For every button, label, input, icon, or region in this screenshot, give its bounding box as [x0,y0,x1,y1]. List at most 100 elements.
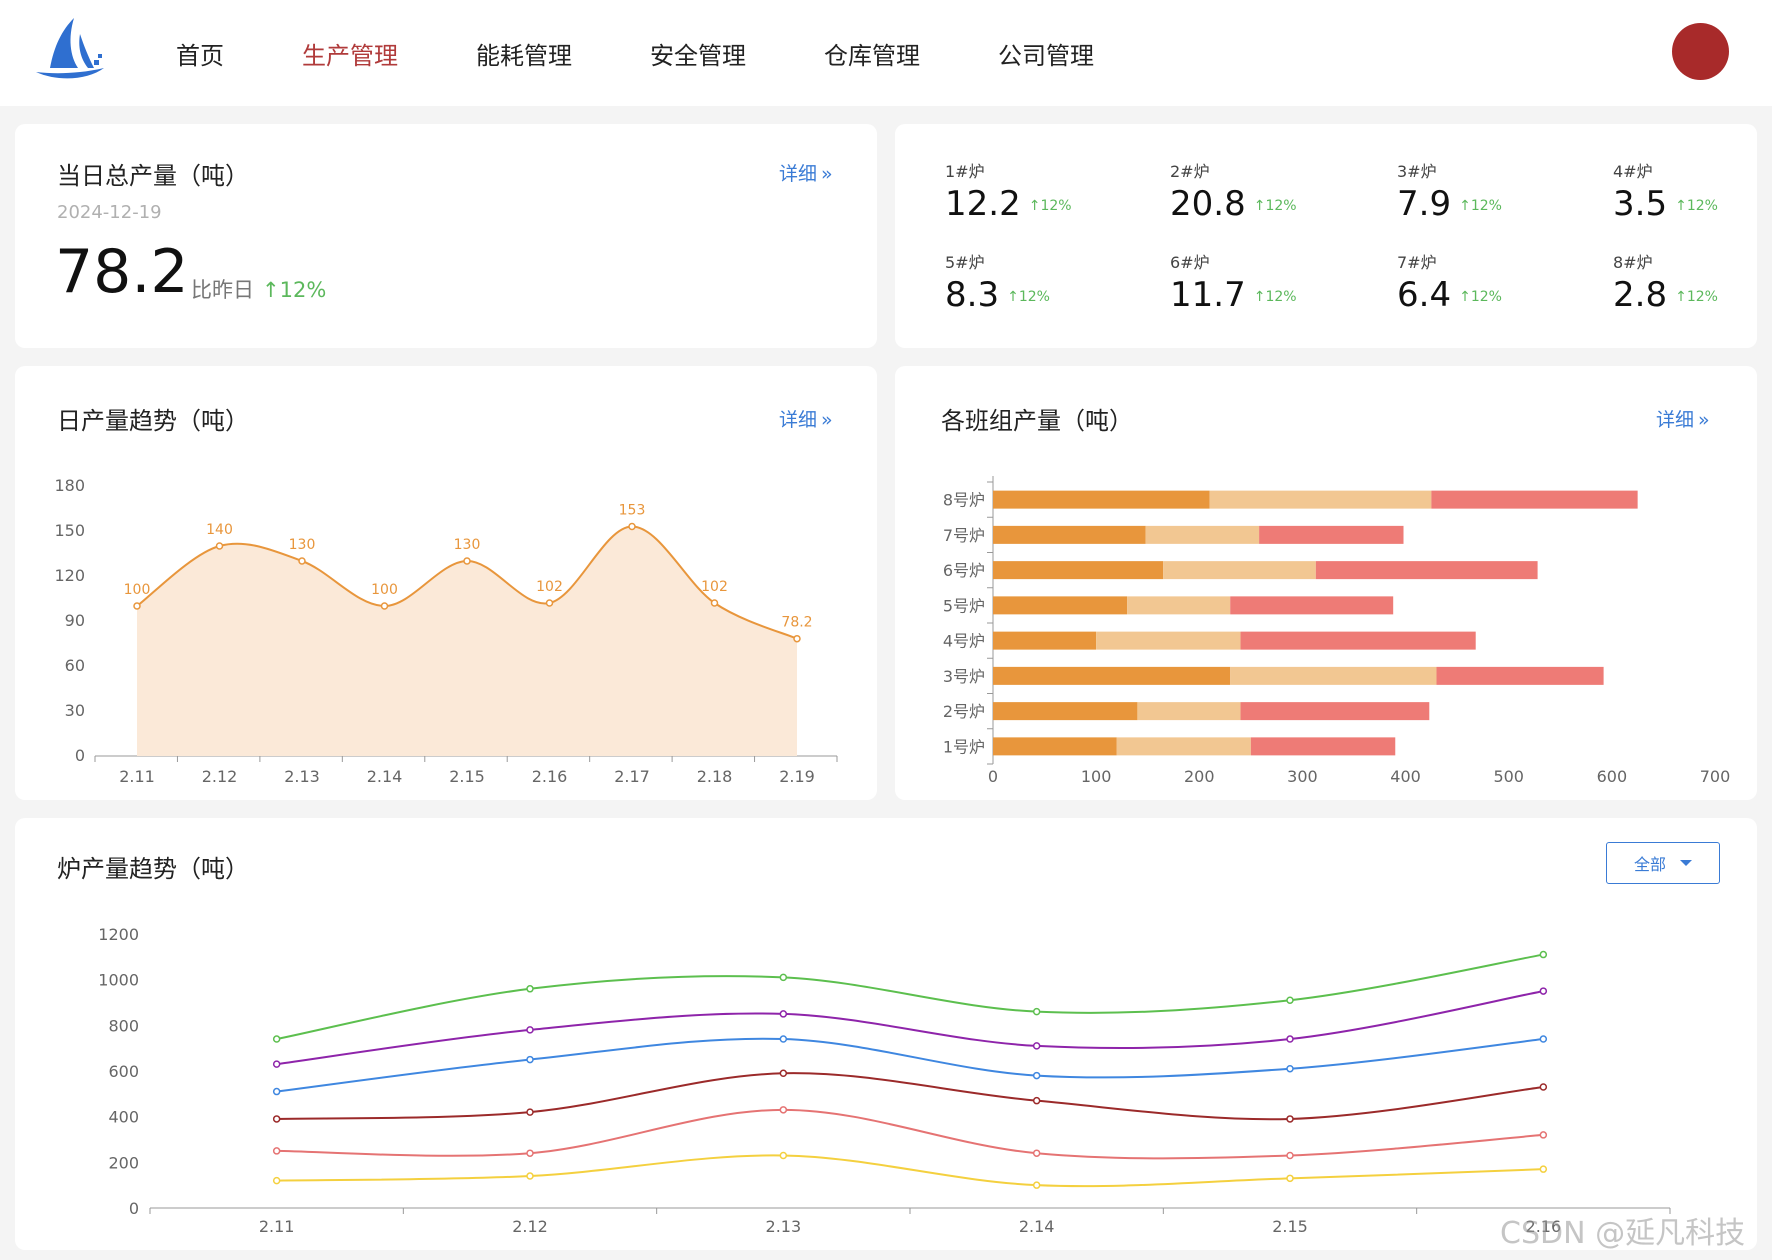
nav-item[interactable]: 仓库管理 [824,41,920,70]
data-point[interactable] [1539,950,1548,959]
logo-icon[interactable] [34,16,106,84]
data-point[interactable] [526,1055,534,1064]
data-point[interactable] [1032,1181,1041,1189]
data-point[interactable] [1032,1149,1041,1157]
data-point[interactable] [380,602,389,610]
data-point[interactable] [779,1106,788,1114]
data-point[interactable] [1286,1174,1294,1183]
bar-segment[interactable] [993,737,1117,756]
data-point[interactable] [779,973,788,982]
bar-segment[interactable] [1145,525,1260,544]
filter-label: 全部 [1633,855,1666,874]
bar-segment[interactable] [993,702,1138,721]
x-tick-label: 2.12 [202,767,238,786]
data-point[interactable] [526,1026,534,1034]
data-point[interactable] [272,1147,281,1155]
data-point[interactable] [526,985,534,993]
data-point[interactable] [545,599,554,607]
data-point[interactable] [1539,1165,1548,1173]
avatar[interactable] [1672,23,1729,80]
bar-segment[interactable] [1230,666,1437,685]
bar-segment[interactable] [1315,561,1538,580]
card-title: 各班组产量（吨） [941,407,1133,435]
bar-segment[interactable] [993,666,1231,685]
bar-segment[interactable] [1209,490,1432,509]
nav-item[interactable]: 首页 [176,41,224,70]
x-tick-label: 500 [1493,767,1524,786]
data-point[interactable] [1286,1151,1294,1160]
data-point[interactable] [1032,1042,1041,1050]
nav-item[interactable]: 生产管理 [302,41,398,70]
data-point[interactable] [793,634,801,643]
data-point[interactable] [1286,996,1294,1004]
data-point[interactable] [1539,1131,1548,1139]
data-point[interactable] [133,602,141,610]
detail-link[interactable]: 详细» [779,405,833,432]
data-point[interactable] [1032,1071,1041,1080]
furnace-stat: 8#炉 2.8 ↑12% [1613,249,1772,315]
filter-dropdown[interactable]: 全部 [1606,842,1720,884]
data-point[interactable] [710,599,719,607]
data-point[interactable] [1539,1035,1548,1043]
data-point[interactable] [779,1010,788,1018]
bar-segment[interactable] [993,525,1146,544]
card-title: 炉产量趋势（吨） [57,855,249,883]
bar-segment[interactable] [1127,596,1231,615]
data-label: 130 [289,537,316,553]
bar-segment[interactable] [1240,702,1430,721]
nav-item[interactable]: 安全管理 [650,41,746,70]
bar-segment[interactable] [1431,490,1638,509]
bar-segment[interactable] [1096,631,1241,650]
data-point[interactable] [628,522,636,531]
data-point[interactable] [272,1176,281,1185]
data-point[interactable] [1032,1007,1041,1016]
data-point[interactable] [272,1115,281,1123]
data-point[interactable] [272,1060,281,1068]
data-point[interactable] [779,1069,788,1078]
bar-segment[interactable] [1116,737,1251,756]
x-tick-label: 2.14 [367,767,403,786]
bar-segment[interactable] [1240,631,1476,650]
detail-link[interactable]: 详细» [1656,405,1710,432]
data-point[interactable] [1539,1083,1548,1091]
nav-item[interactable]: 公司管理 [998,41,1094,70]
bar-segment[interactable] [993,631,1097,650]
double-chevron-right-icon: » [821,409,833,431]
bar-segment[interactable] [993,490,1210,509]
bar-segment[interactable] [1436,666,1604,685]
data-point[interactable] [215,542,224,550]
data-point[interactable] [1286,1115,1294,1123]
bar-segment[interactable] [993,596,1128,615]
data-point[interactable] [1539,987,1548,995]
bar-segment[interactable] [1137,702,1241,721]
furnace-stat: 6#炉 11.7 ↑12% [1170,249,1370,315]
bar-segment[interactable] [993,561,1164,580]
data-point[interactable] [526,1149,534,1157]
data-point[interactable] [298,557,306,565]
x-tick-label: 2.12 [512,1217,548,1236]
data-point[interactable] [463,557,471,565]
furnace-pct: 12% [1470,288,1502,305]
y-tick-label: 5号炉 [943,596,985,615]
arrow-up-icon: ↑ [1675,288,1687,305]
data-point[interactable] [526,1108,534,1116]
bar-segment[interactable] [1259,525,1404,544]
data-point[interactable] [779,1035,788,1043]
x-tick-label: 300 [1287,767,1318,786]
data-point[interactable] [526,1172,534,1180]
bar-segment[interactable] [1250,737,1396,756]
data-point[interactable] [272,1035,281,1043]
bar-segment[interactable] [1163,561,1316,580]
data-point[interactable] [272,1087,281,1096]
detail-link[interactable]: 详细» [779,159,833,186]
y-tick-label: 30 [65,701,85,720]
furnace-stats-card: 1#炉 12.2 ↑12% 2#炉 20.8 ↑12% 3#炉 7.9 ↑12% 4#炉 3.5 ↑1… [895,124,1757,348]
data-point[interactable] [1286,1064,1294,1073]
data-label: 102 [701,579,728,595]
bar-segment[interactable] [1230,596,1394,615]
data-point[interactable] [779,1151,788,1160]
data-point[interactable] [1032,1096,1041,1105]
nav-item[interactable]: 能耗管理 [476,41,572,70]
data-point[interactable] [1286,1035,1294,1043]
furnace-value: 6.4 [1397,275,1452,315]
